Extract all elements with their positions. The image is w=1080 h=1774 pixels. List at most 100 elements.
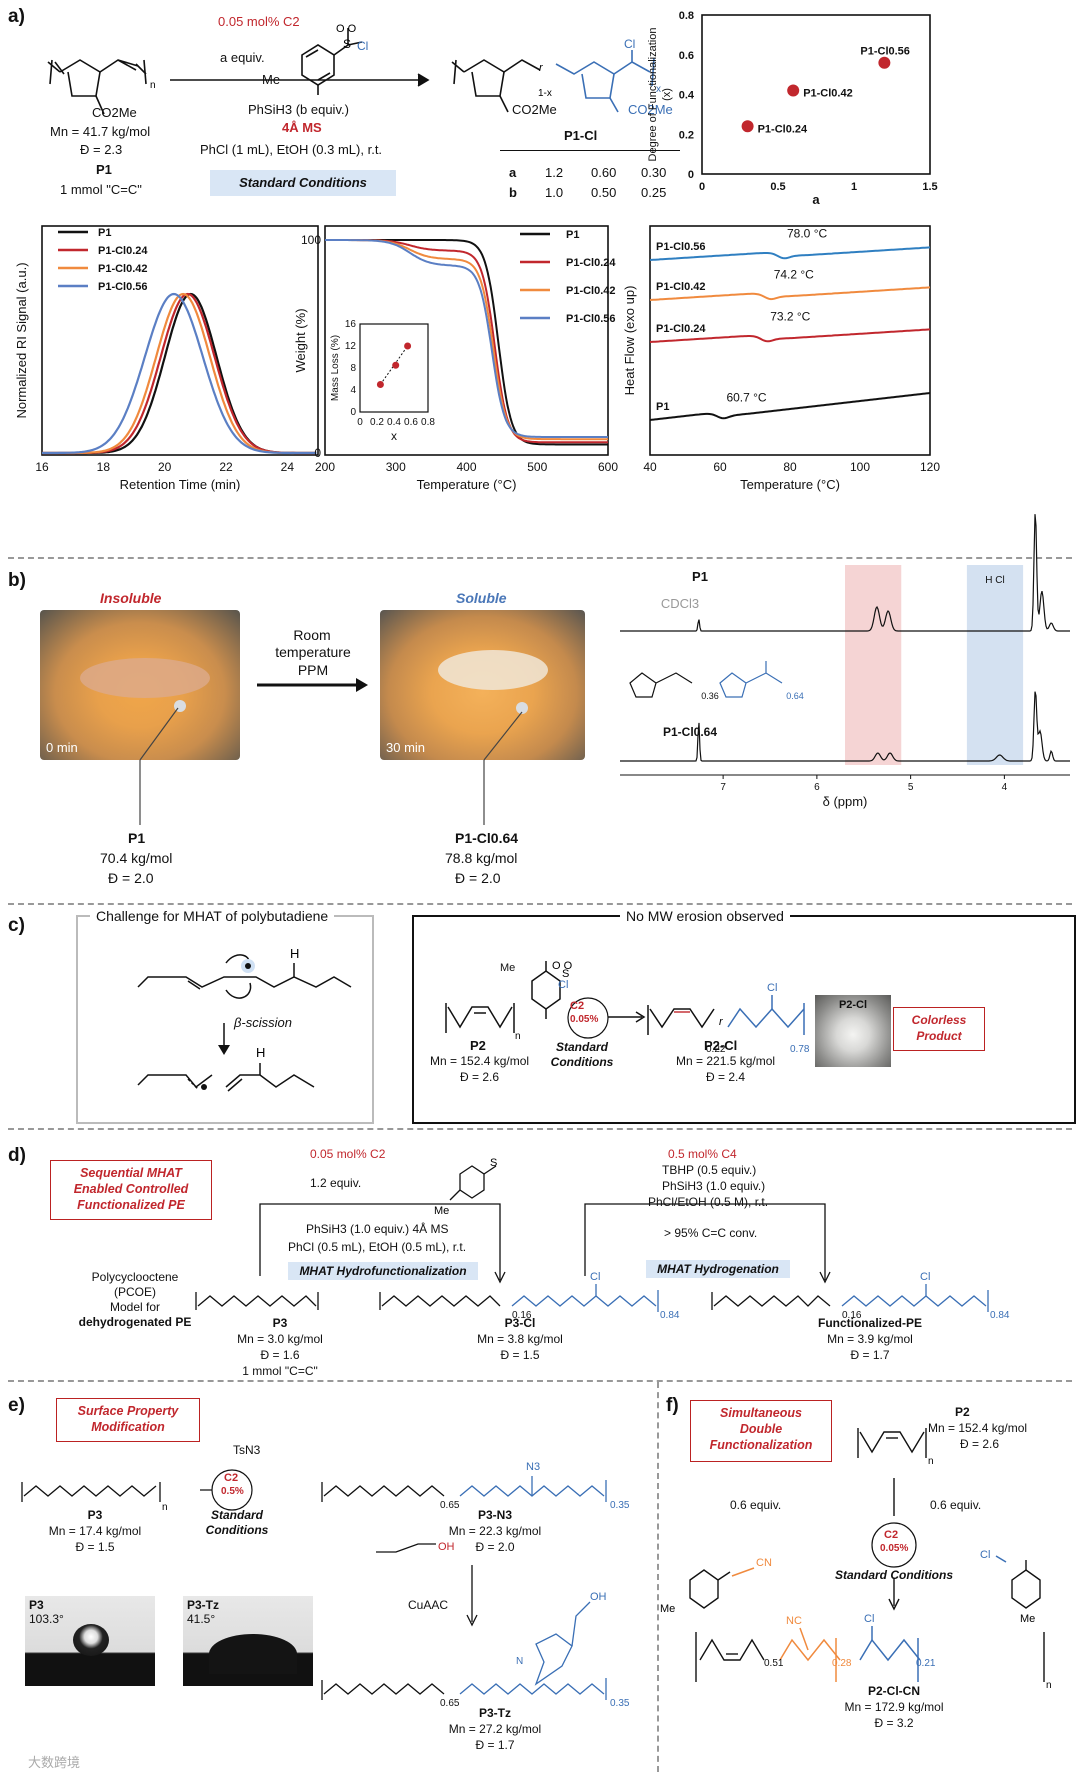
x-tick-label: 24 <box>281 460 295 474</box>
no-mw-title: No MW erosion observed <box>620 908 790 924</box>
e-title-line: Surface Property <box>77 1404 179 1418</box>
series-label: P1-Cl0.42 <box>656 281 706 293</box>
c-frac1: 0.22 <box>706 1044 726 1055</box>
inset-y-tick: 0 <box>350 407 356 418</box>
inset-y-tick: 4 <box>350 385 356 396</box>
c-std-2: Conditions <box>550 1055 614 1069</box>
c-c2: C2 <box>570 1000 585 1012</box>
beta-text: β-scission <box>234 1015 292 1030</box>
e-box-title: Surface Property Modification <box>56 1398 200 1442</box>
product-name: P1-Cl <box>564 128 598 143</box>
series-line <box>649 286 931 301</box>
angle1-value: 103.3° <box>29 1612 64 1626</box>
e-p3tz-f2: 0.35 <box>610 1698 630 1709</box>
f-frac3: 0.21 <box>916 1658 936 1669</box>
x-tick-label: 20 <box>158 460 172 474</box>
table-cell: b <box>509 185 517 200</box>
c-std-1: Standard <box>555 1040 608 1054</box>
gpc-chart: 16 18 20 22 24 Retention Time (min) Normalized… <box>14 225 319 492</box>
chloride-highlight <box>966 565 1024 765</box>
x-tick-label: 16 <box>35 460 49 474</box>
e-p3-mn: Mn = 17.4 kg/mol <box>48 1524 142 1538</box>
d-right-silane: PhSiH3 (1.0 equiv.) <box>662 1179 766 1193</box>
n-sub: n <box>515 1031 521 1042</box>
dof-chart: 0 0.5 1 1.5 0 0.2 0.4 0.6 0.8 a Degree of Function… <box>647 10 938 207</box>
inset-y-label: Mass Loss (%) <box>330 335 341 401</box>
d-right-cat: 0.5 mol% C4 <box>668 1147 737 1161</box>
data-point <box>787 84 800 97</box>
d-p3cl-mn: Mn = 3.8 kg/mol <box>477 1332 563 1346</box>
series-line <box>325 239 608 438</box>
f-cn-text: CN <box>756 1557 772 1569</box>
c-me: Me <box>500 962 516 974</box>
nmr-structure-left <box>629 672 693 698</box>
f-std: Standard Conditions <box>835 1568 953 1582</box>
solvent-text: PhCl (1 mL), EtOH (0.3 mL), r.t. <box>200 142 383 157</box>
hydrog-box: MHAT Hydrogenation <box>646 1260 790 1278</box>
d-p3cl-f1: 0.16 <box>512 1310 532 1321</box>
x-tick-label: 40 <box>643 460 657 474</box>
alkene-highlight <box>845 565 902 765</box>
c-p2-name: P2 <box>470 1038 486 1053</box>
e-p3-d: Đ = 1.5 <box>75 1540 115 1554</box>
y-tick-label: 0.6 <box>679 50 694 62</box>
data-point <box>741 120 754 133</box>
so2-s-text: S <box>343 37 351 51</box>
inset-point <box>376 381 384 388</box>
series-line <box>649 246 931 261</box>
x-tick-label: 600 <box>598 460 618 474</box>
ppm-arrow-text: Room <box>282 626 342 644</box>
contact-angle-p3: P3 103.3° <box>25 1596 155 1686</box>
ms-text: 4Å MS <box>282 120 322 135</box>
d-left-silane: PhSiH3 (1.0 equiv.) 4Å MS <box>306 1222 449 1236</box>
monomer-d: Đ = 2.3 <box>80 142 123 157</box>
y-tick-label: 0 <box>314 446 321 460</box>
e-std-2: Conditions <box>205 1523 269 1537</box>
pcoe-line: (PCOE) <box>114 1285 156 1299</box>
y-tick-label: 0 <box>688 169 694 181</box>
time-30: 30 min <box>386 740 426 755</box>
x-tick-label: 500 <box>527 460 547 474</box>
inset-x-tick: 0.4 <box>387 417 401 428</box>
e-p3tz-name: P3-Tz <box>478 1706 511 1720</box>
plot-frame <box>324 225 609 456</box>
panel-label-f: f) <box>666 1395 679 1416</box>
d-right-tbhp: TBHP (0.5 equiv.) <box>662 1163 757 1177</box>
nmr-tick-label: 6 <box>814 782 820 793</box>
e-p3n3-name: P3-N3 <box>477 1508 512 1522</box>
c-p2-d: Đ = 2.6 <box>460 1070 500 1084</box>
x-axis-label: a <box>812 192 820 207</box>
d-cl-text-2: Cl <box>920 1271 930 1283</box>
left-name: P1 <box>128 830 146 846</box>
c-prod-name: P2-Cl <box>704 1038 738 1053</box>
d-fpe-f1: 0.16 <box>842 1310 862 1321</box>
left-mn: 70.4 kg/mol <box>100 850 173 866</box>
e-scheme: N3 OH OH N n <box>21 1461 607 1700</box>
table-cell: 1.0 <box>545 185 564 200</box>
c-s-text: S <box>562 968 569 980</box>
scheme-a: Cl O O S Cl n r 1-x x <box>47 23 661 115</box>
angle1-name: P3 <box>29 1598 44 1612</box>
insoluble-label: Insoluble <box>100 590 162 606</box>
panel-label-e: e) <box>8 1395 25 1416</box>
nmr-solvent-label: CDCl3 <box>661 596 699 611</box>
divider-bc <box>8 903 1072 905</box>
nmr-top-label: P1 <box>692 569 708 584</box>
x-tick-label: 0.5 <box>770 181 785 193</box>
h-label-2: H <box>256 1045 265 1060</box>
colorless-box: Colorless Product <box>893 1007 985 1051</box>
nmr-tick-label: 7 <box>720 782 726 793</box>
f-p2-d: Đ = 2.6 <box>960 1437 1000 1451</box>
me-label: Me <box>262 72 281 87</box>
divider-cd <box>8 1128 1072 1130</box>
e-title-line: Modification <box>91 1420 165 1434</box>
y-axis-label: Degree of Functionalization <box>647 28 659 162</box>
e-c2: C2 <box>224 1472 239 1484</box>
angle2-value: 41.5° <box>187 1612 216 1626</box>
p2cl-photo-label: P2-Cl <box>838 999 868 1011</box>
arrow-text-3: PPM <box>297 662 329 678</box>
x-axis-label: Retention Time (min) <box>120 477 241 492</box>
arrow-text-line: Room <box>293 627 331 643</box>
plot-frame <box>701 14 931 175</box>
